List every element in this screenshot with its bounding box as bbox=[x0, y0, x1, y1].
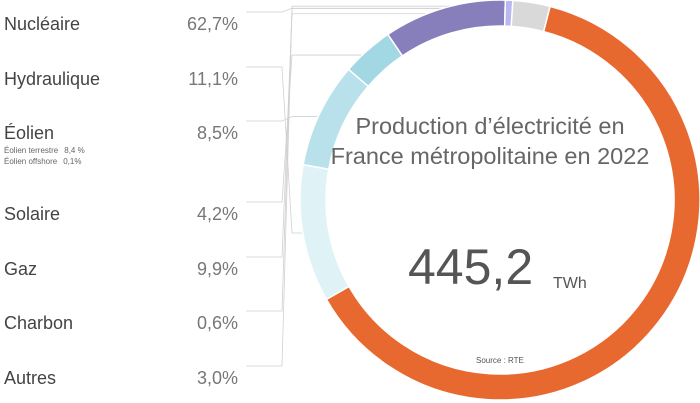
leader-line-charbon bbox=[246, 5, 509, 312]
value-label-nucleaire: 62,7% bbox=[186, 14, 238, 34]
leader-line-hydraulique bbox=[246, 66, 309, 234]
legend-label-hydraulique: Hydraulique bbox=[4, 69, 101, 89]
legend-label-charbon: Charbon bbox=[4, 313, 74, 333]
leader-line-solaire bbox=[246, 54, 372, 203]
slice-autres bbox=[510, 0, 551, 33]
chart-title: Production d’électricité en France métro… bbox=[330, 113, 650, 169]
legend-label-nucleaire: Nucléaire bbox=[4, 14, 81, 34]
sub-item-label: Éolien terrestre bbox=[4, 146, 59, 155]
legend-label-solaire: Solaire bbox=[4, 204, 61, 224]
value-label-autres: 3,0% bbox=[196, 368, 238, 388]
sub-item-eolien-offshore: Éolien offshore 0,1% bbox=[4, 157, 81, 166]
value-label-charbon: 0,6% bbox=[196, 313, 238, 333]
total-unit: TWh bbox=[553, 275, 587, 292]
sub-item-label: Éolien offshore bbox=[4, 157, 58, 166]
leader-line-nucleaire bbox=[246, 7, 557, 13]
total-value: 445,2 bbox=[408, 239, 534, 295]
leader-line-gaz bbox=[246, 13, 446, 258]
sub-item-eolien-terrestre: Éolien terrestre 8,4 % bbox=[4, 146, 85, 155]
value-label-solaire: 4,2% bbox=[196, 204, 238, 224]
sub-item-value: 8,4 % bbox=[64, 146, 85, 155]
leader-line-eolien bbox=[246, 116, 325, 122]
value-label-hydraulique: 11,1% bbox=[188, 69, 238, 89]
legend-label-gaz: Gaz bbox=[4, 259, 38, 279]
source-note: Source : RTE bbox=[476, 356, 524, 365]
value-label-eolien: 8,5% bbox=[196, 123, 238, 143]
legend-label-eolien: Éolien bbox=[4, 123, 55, 143]
value-label-gaz: 9,9% bbox=[196, 259, 238, 279]
sub-item-value: 0,1% bbox=[63, 157, 82, 166]
legend-label-autres: Autres bbox=[4, 368, 57, 388]
slice-hydraulique bbox=[299, 163, 351, 301]
